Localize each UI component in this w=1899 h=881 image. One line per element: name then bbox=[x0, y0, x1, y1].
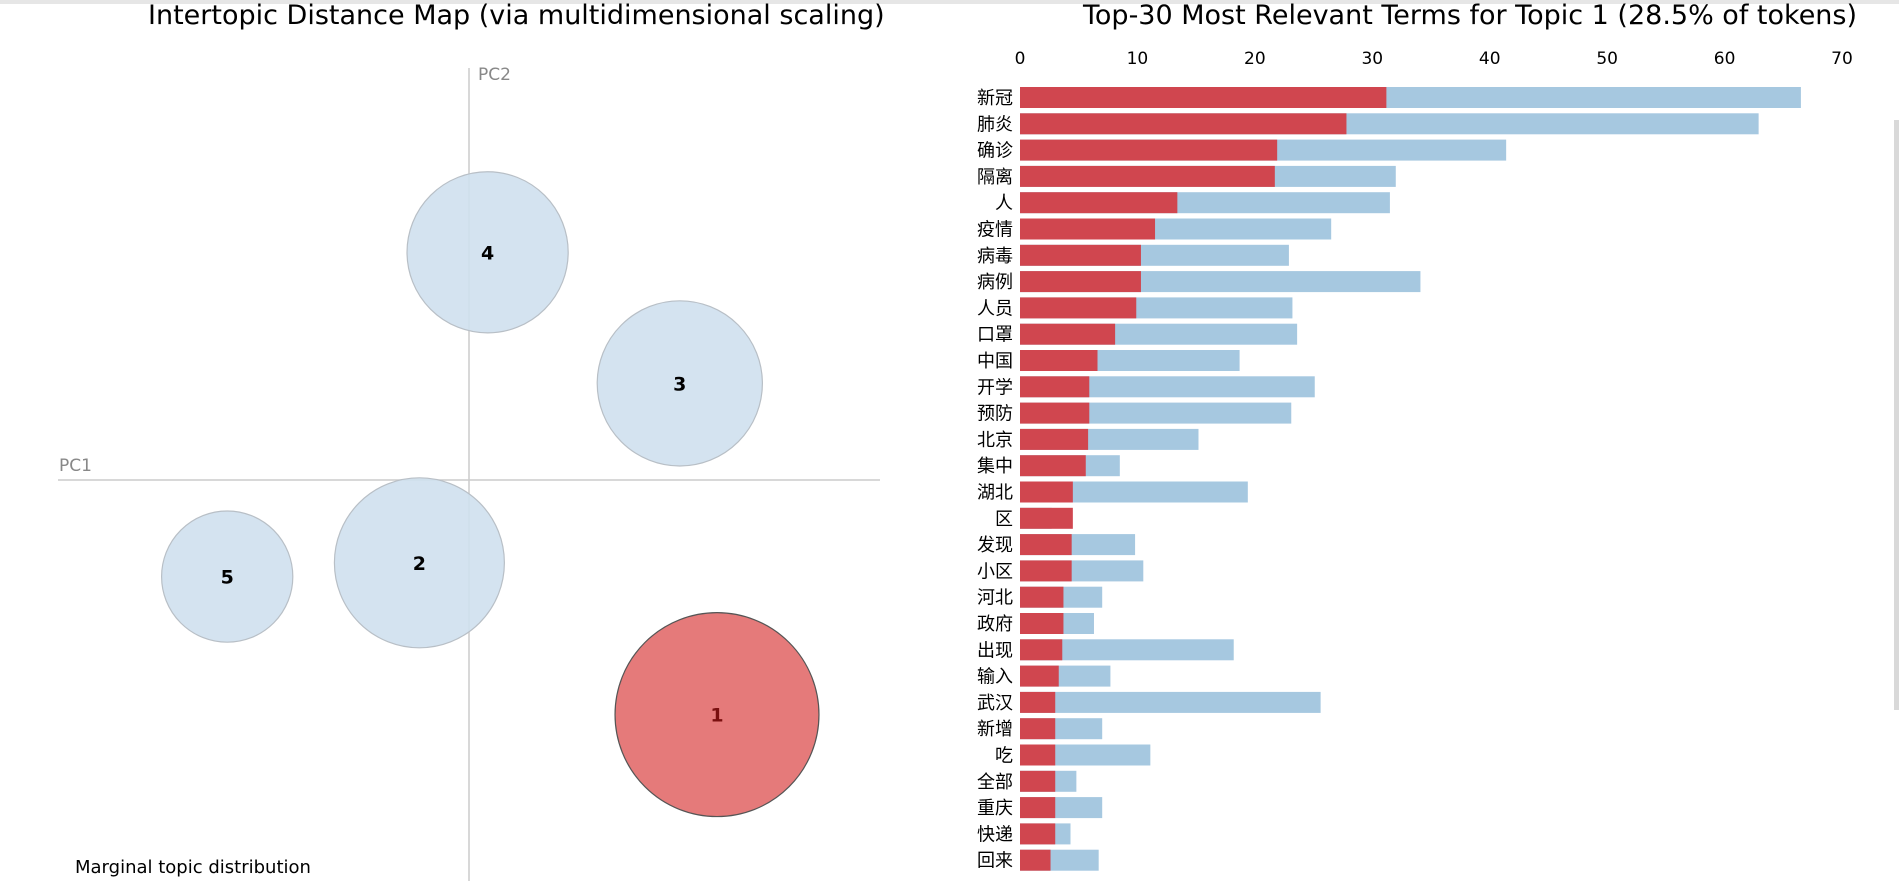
estimated-frequency-bar[interactable] bbox=[1020, 323, 1116, 345]
term-label[interactable]: 开学 bbox=[977, 377, 1013, 398]
term-label[interactable]: 湖北 bbox=[977, 483, 1013, 504]
estimated-frequency-bar[interactable] bbox=[1020, 376, 1090, 398]
term-label[interactable]: 人 bbox=[995, 193, 1013, 214]
estimated-frequency-bar[interactable] bbox=[1020, 455, 1086, 477]
marginal-topic-distribution-label: Marginal topic distribution bbox=[75, 857, 311, 878]
x-tick-label: 10 bbox=[1127, 49, 1149, 69]
term-label[interactable]: 口罩 bbox=[977, 325, 1013, 346]
term-bars: 新冠肺炎确诊隔离人疫情病毒病例人员口罩中国开学预防北京集中湖北区发现小区河北政府… bbox=[977, 87, 1801, 872]
x-tick-label: 70 bbox=[1831, 49, 1853, 69]
term-frequency-axis: 0 10 20 30 40 50 60 70 bbox=[1015, 49, 1853, 69]
estimated-frequency-bar[interactable] bbox=[1020, 297, 1137, 319]
term-label[interactable]: 全部 bbox=[977, 772, 1013, 793]
term-label[interactable]: 预防 bbox=[977, 404, 1013, 425]
estimated-frequency-bar[interactable] bbox=[1020, 165, 1275, 187]
estimated-frequency-bar[interactable] bbox=[1020, 718, 1056, 740]
estimated-frequency-bar[interactable] bbox=[1020, 350, 1098, 371]
x-tick-label: 40 bbox=[1479, 49, 1501, 69]
term-label[interactable]: 中国 bbox=[977, 351, 1013, 372]
estimated-frequency-bar[interactable] bbox=[1020, 192, 1178, 214]
estimated-frequency-bar[interactable] bbox=[1020, 428, 1089, 450]
estimated-frequency-bar[interactable] bbox=[1020, 639, 1063, 661]
top-border bbox=[0, 0, 1899, 4]
top-terms-title: Top-30 Most Relevant Terms for Topic 1 (… bbox=[1083, 0, 1858, 31]
estimated-frequency-bar[interactable] bbox=[1020, 507, 1073, 529]
x-tick-label: 60 bbox=[1714, 49, 1736, 69]
term-label[interactable]: 政府 bbox=[977, 614, 1013, 635]
term-label[interactable]: 吃 bbox=[995, 746, 1013, 767]
estimated-frequency-bar[interactable] bbox=[1020, 534, 1072, 556]
estimated-frequency-bar[interactable] bbox=[1020, 691, 1056, 713]
term-label[interactable]: 重庆 bbox=[977, 798, 1013, 819]
topic-circle-4[interactable] bbox=[406, 171, 569, 334]
overall-frequency-bar[interactable] bbox=[1020, 691, 1321, 713]
estimated-frequency-bar[interactable] bbox=[1020, 797, 1056, 819]
topic-circle-2[interactable] bbox=[333, 477, 505, 649]
overall-frequency-bar[interactable] bbox=[1020, 639, 1234, 661]
term-label[interactable]: 河北 bbox=[977, 588, 1013, 609]
term-label[interactable]: 病毒 bbox=[977, 246, 1013, 267]
term-label[interactable]: 快递 bbox=[977, 824, 1013, 845]
estimated-frequency-bar[interactable] bbox=[1020, 665, 1059, 687]
estimated-frequency-bar[interactable] bbox=[1020, 481, 1073, 503]
x-tick-label: 0 bbox=[1015, 49, 1026, 69]
term-label[interactable]: 疫情 bbox=[977, 220, 1013, 241]
topic-number-1: 1 bbox=[710, 705, 723, 727]
estimated-frequency-bar[interactable] bbox=[1020, 560, 1072, 582]
estimated-frequency-bar[interactable] bbox=[1020, 113, 1347, 135]
estimated-frequency-bar[interactable] bbox=[1020, 402, 1090, 424]
estimated-frequency-bar[interactable] bbox=[1020, 218, 1156, 240]
estimated-frequency-bar[interactable] bbox=[1020, 586, 1064, 608]
term-label[interactable]: 输入 bbox=[977, 667, 1013, 688]
term-label[interactable]: 发现 bbox=[977, 535, 1013, 556]
scrollbar[interactable] bbox=[1894, 120, 1899, 710]
term-label[interactable]: 确诊 bbox=[977, 141, 1013, 162]
topic-number-5: 5 bbox=[221, 567, 234, 589]
term-label[interactable]: 新增 bbox=[977, 719, 1013, 740]
intertopic-map-title: Intertopic Distance Map (via multidimens… bbox=[148, 0, 885, 31]
estimated-frequency-bar[interactable] bbox=[1020, 613, 1064, 634]
overall-frequency-bar[interactable] bbox=[1020, 481, 1248, 503]
overall-frequency-bar[interactable] bbox=[1020, 376, 1315, 398]
term-label[interactable]: 肺炎 bbox=[977, 114, 1013, 135]
topic-circle-3[interactable] bbox=[596, 300, 763, 467]
x-tick-label: 20 bbox=[1244, 49, 1266, 69]
estimated-frequency-bar[interactable] bbox=[1020, 87, 1387, 108]
topic-number-4: 4 bbox=[481, 242, 494, 264]
pc2-label: PC2 bbox=[478, 65, 511, 85]
pc1-label: PC1 bbox=[59, 456, 92, 476]
estimated-frequency-bar[interactable] bbox=[1020, 823, 1056, 845]
term-label[interactable]: 集中 bbox=[977, 456, 1013, 477]
term-label[interactable]: 武汉 bbox=[977, 693, 1013, 714]
estimated-frequency-bar[interactable] bbox=[1020, 770, 1056, 792]
term-label[interactable]: 回来 bbox=[977, 851, 1013, 872]
topic-number-2: 2 bbox=[413, 553, 426, 575]
term-label[interactable]: 北京 bbox=[977, 430, 1013, 451]
term-label[interactable]: 新冠 bbox=[977, 88, 1013, 109]
term-label[interactable]: 隔离 bbox=[977, 167, 1013, 188]
term-label[interactable]: 区 bbox=[995, 509, 1013, 530]
term-label[interactable]: 病例 bbox=[977, 272, 1013, 293]
estimated-frequency-bar[interactable] bbox=[1020, 744, 1056, 766]
estimated-frequency-bar[interactable] bbox=[1020, 244, 1141, 266]
x-tick-label: 30 bbox=[1361, 49, 1383, 69]
estimated-frequency-bar[interactable] bbox=[1020, 271, 1141, 293]
estimated-frequency-bar[interactable] bbox=[1020, 139, 1278, 161]
topic-circles: 1 2 3 4 5 bbox=[160, 171, 820, 818]
term-label[interactable]: 出现 bbox=[977, 640, 1013, 661]
term-label[interactable]: 人员 bbox=[977, 298, 1013, 319]
topic-number-3: 3 bbox=[673, 373, 686, 395]
topic-circle-1[interactable] bbox=[614, 612, 820, 818]
estimated-frequency-bar[interactable] bbox=[1020, 849, 1051, 871]
topic-circle-5[interactable] bbox=[160, 510, 294, 643]
x-tick-label: 50 bbox=[1596, 49, 1618, 69]
term-label[interactable]: 小区 bbox=[977, 561, 1013, 582]
